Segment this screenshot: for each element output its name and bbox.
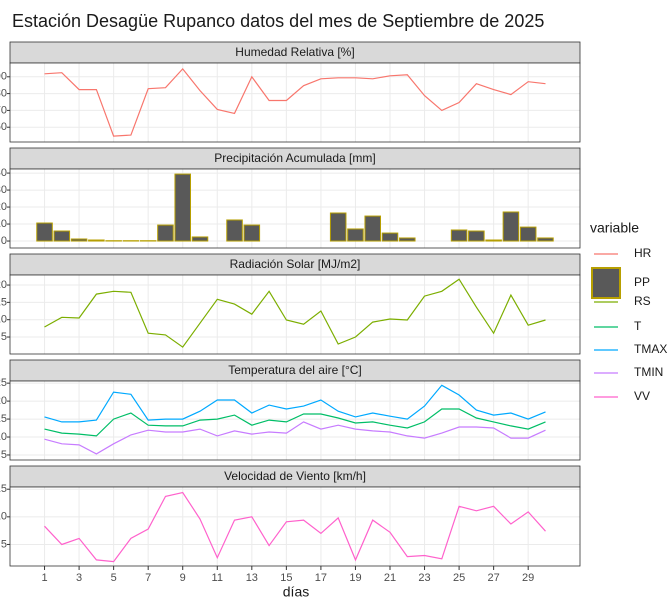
panel-background	[10, 487, 580, 566]
strip-title: Precipitación Acumulada [mm]	[214, 151, 375, 165]
legend-label: TMIN	[634, 365, 663, 379]
y-tick-label: 5	[1, 449, 7, 461]
y-tick-label: 70	[0, 104, 7, 116]
x-tick-label: 3	[76, 572, 82, 584]
panel-border	[9, 274, 581, 355]
bar	[157, 224, 174, 242]
y-tick-label: 10	[0, 511, 7, 523]
bar	[191, 236, 209, 242]
panel-background	[10, 275, 580, 354]
bar	[502, 211, 520, 242]
y-tick-label: 20	[0, 279, 7, 291]
x-tick-label: 5	[111, 572, 117, 584]
legend-label: PP	[634, 275, 650, 289]
y-tick-label: 5	[1, 331, 7, 343]
strip-title: Velocidad de Viento [km/h]	[224, 469, 366, 483]
y-tick-label: 0	[1, 235, 7, 247]
series-line	[44, 408, 546, 437]
bar	[243, 224, 261, 242]
x-tick-label: 15	[280, 572, 292, 584]
bar	[537, 237, 554, 242]
legend-key	[591, 267, 621, 299]
y-tick-label: 20	[0, 395, 7, 407]
x-tick-label: 11	[212, 572, 223, 584]
series-line	[44, 491, 546, 563]
strip-title: Temperatura del aire [°C]	[228, 363, 362, 377]
bar	[347, 228, 364, 242]
bar	[329, 212, 347, 242]
panel-border	[9, 168, 581, 249]
y-tick-label: 10	[0, 431, 7, 443]
panel-border	[9, 62, 581, 143]
bar	[450, 229, 468, 242]
x-tick-label: 19	[349, 572, 361, 584]
y-tick-label: 15	[0, 296, 7, 308]
legend-label: HR	[634, 246, 652, 260]
x-tick-label: 27	[488, 572, 500, 584]
bar	[36, 222, 53, 242]
y-tick-label: 15	[0, 413, 7, 425]
bar	[364, 215, 382, 242]
bar	[468, 230, 485, 242]
x-tick-label: 17	[315, 572, 327, 584]
legend-label: RS	[634, 294, 651, 308]
y-tick-label: 40	[0, 167, 7, 179]
x-tick-label: 9	[180, 572, 186, 584]
bar	[174, 173, 191, 242]
series-line	[44, 278, 546, 348]
x-tick-label: 13	[246, 572, 258, 584]
series-line	[44, 67, 546, 137]
bar	[519, 226, 537, 242]
bar	[381, 232, 399, 242]
bar	[53, 230, 71, 242]
legend-label: T	[634, 319, 642, 333]
series-line	[44, 384, 546, 423]
y-tick-label: 60	[0, 121, 7, 133]
bar	[70, 238, 88, 242]
legend-label: VV	[634, 389, 650, 403]
legend-title: variable	[590, 220, 639, 236]
panel-background	[10, 169, 580, 248]
x-tick-label: 21	[384, 572, 396, 584]
strip-title: Radiación Solar [MJ/m2]	[230, 257, 361, 271]
y-tick-label: 20	[0, 201, 7, 213]
x-tick-label: 7	[145, 572, 151, 584]
chart-title: Estación Desagüe Rupanco datos del mes d…	[12, 11, 544, 31]
panel-border	[9, 486, 581, 567]
strip-title: Humedad Relativa [%]	[235, 45, 354, 59]
y-tick-label: 10	[0, 218, 7, 230]
bar	[399, 237, 416, 242]
bar	[226, 219, 243, 242]
y-tick-label: 80	[0, 87, 7, 99]
series-line	[44, 421, 546, 455]
y-tick-label: 90	[0, 71, 7, 83]
panel-border	[9, 380, 581, 461]
y-tick-label: 15	[0, 483, 7, 495]
y-tick-label: 30	[0, 184, 7, 196]
legend-label: TMAX	[634, 342, 667, 356]
panel-background	[10, 63, 580, 142]
bar	[88, 239, 105, 242]
x-axis-title: días	[283, 584, 309, 599]
x-tick-label: 29	[522, 572, 534, 584]
x-tick-label: 1	[41, 572, 47, 584]
bar	[485, 239, 502, 242]
x-tick-label: 25	[453, 572, 465, 584]
y-tick-label: 5	[1, 538, 7, 550]
y-tick-label: 25	[0, 377, 7, 389]
y-tick-label: 10	[0, 314, 7, 326]
x-tick-label: 23	[418, 572, 430, 584]
